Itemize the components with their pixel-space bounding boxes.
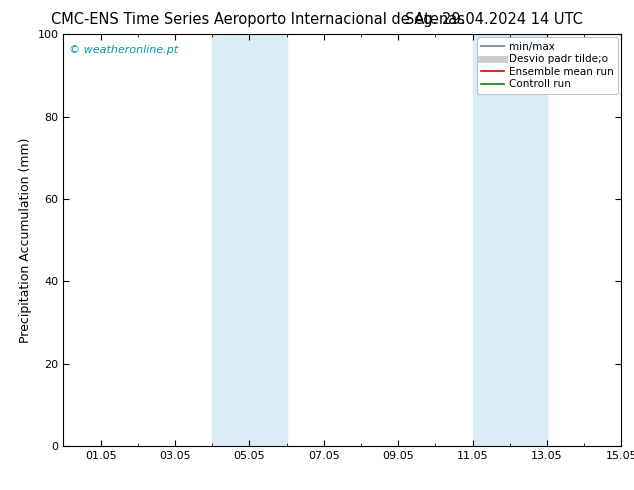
Legend: min/max, Desvio padr tilde;o, Ensemble mean run, Controll run: min/max, Desvio padr tilde;o, Ensemble m… xyxy=(477,37,618,94)
Bar xyxy=(472,34,547,446)
Text: Seg. 29.04.2024 14 UTC: Seg. 29.04.2024 14 UTC xyxy=(405,12,583,27)
Y-axis label: Precipitation Accumulation (mm): Precipitation Accumulation (mm) xyxy=(19,137,32,343)
Bar xyxy=(212,34,287,446)
Text: © weatheronline.pt: © weatheronline.pt xyxy=(69,45,178,54)
Text: CMC-ENS Time Series Aeroporto Internacional de Atenas: CMC-ENS Time Series Aeroporto Internacio… xyxy=(51,12,465,27)
